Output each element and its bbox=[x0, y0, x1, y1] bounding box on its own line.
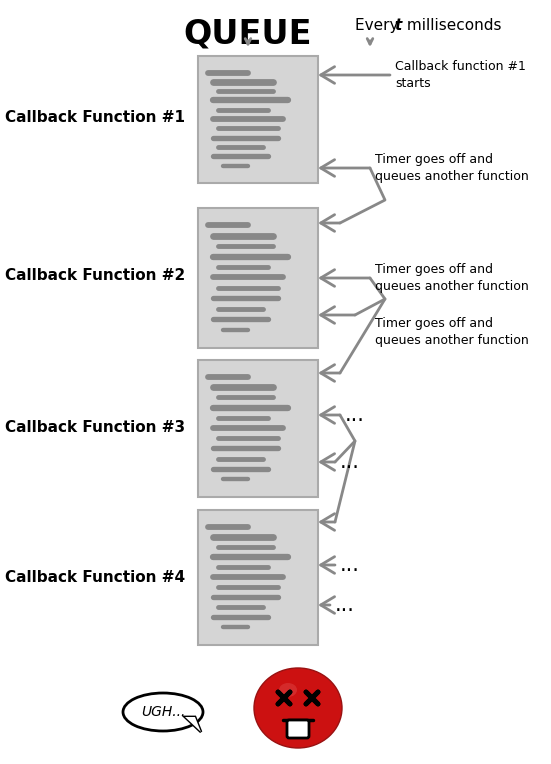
Polygon shape bbox=[185, 717, 201, 732]
Text: Every: Every bbox=[355, 18, 403, 33]
Polygon shape bbox=[185, 717, 201, 732]
Text: Callback Function #3: Callback Function #3 bbox=[5, 420, 185, 435]
Text: Callback Function #4: Callback Function #4 bbox=[5, 571, 185, 585]
Ellipse shape bbox=[254, 668, 342, 748]
FancyBboxPatch shape bbox=[287, 720, 309, 738]
Text: QUEUE: QUEUE bbox=[183, 18, 312, 51]
Bar bbox=[198, 510, 318, 645]
Text: ...: ... bbox=[340, 555, 360, 575]
Text: Callback Function #1: Callback Function #1 bbox=[5, 111, 185, 125]
Text: ...: ... bbox=[345, 405, 365, 425]
Text: Callback Function #2: Callback Function #2 bbox=[5, 267, 185, 283]
Text: Timer goes off and
queues another function: Timer goes off and queues another functi… bbox=[375, 263, 529, 293]
Text: milliseconds: milliseconds bbox=[402, 18, 501, 33]
Text: ...: ... bbox=[335, 595, 355, 615]
Text: UGH...: UGH... bbox=[141, 705, 185, 719]
Bar bbox=[198, 208, 318, 348]
Text: ...: ... bbox=[340, 452, 360, 472]
Text: t: t bbox=[394, 18, 401, 33]
Text: Callback function #1
starts: Callback function #1 starts bbox=[395, 60, 526, 90]
Text: Timer goes off and
queues another function: Timer goes off and queues another functi… bbox=[375, 153, 529, 183]
Ellipse shape bbox=[123, 693, 203, 731]
Bar bbox=[198, 56, 318, 183]
Text: Timer goes off and
queues another function: Timer goes off and queues another functi… bbox=[375, 317, 529, 347]
Bar bbox=[198, 360, 318, 497]
Ellipse shape bbox=[279, 683, 297, 697]
